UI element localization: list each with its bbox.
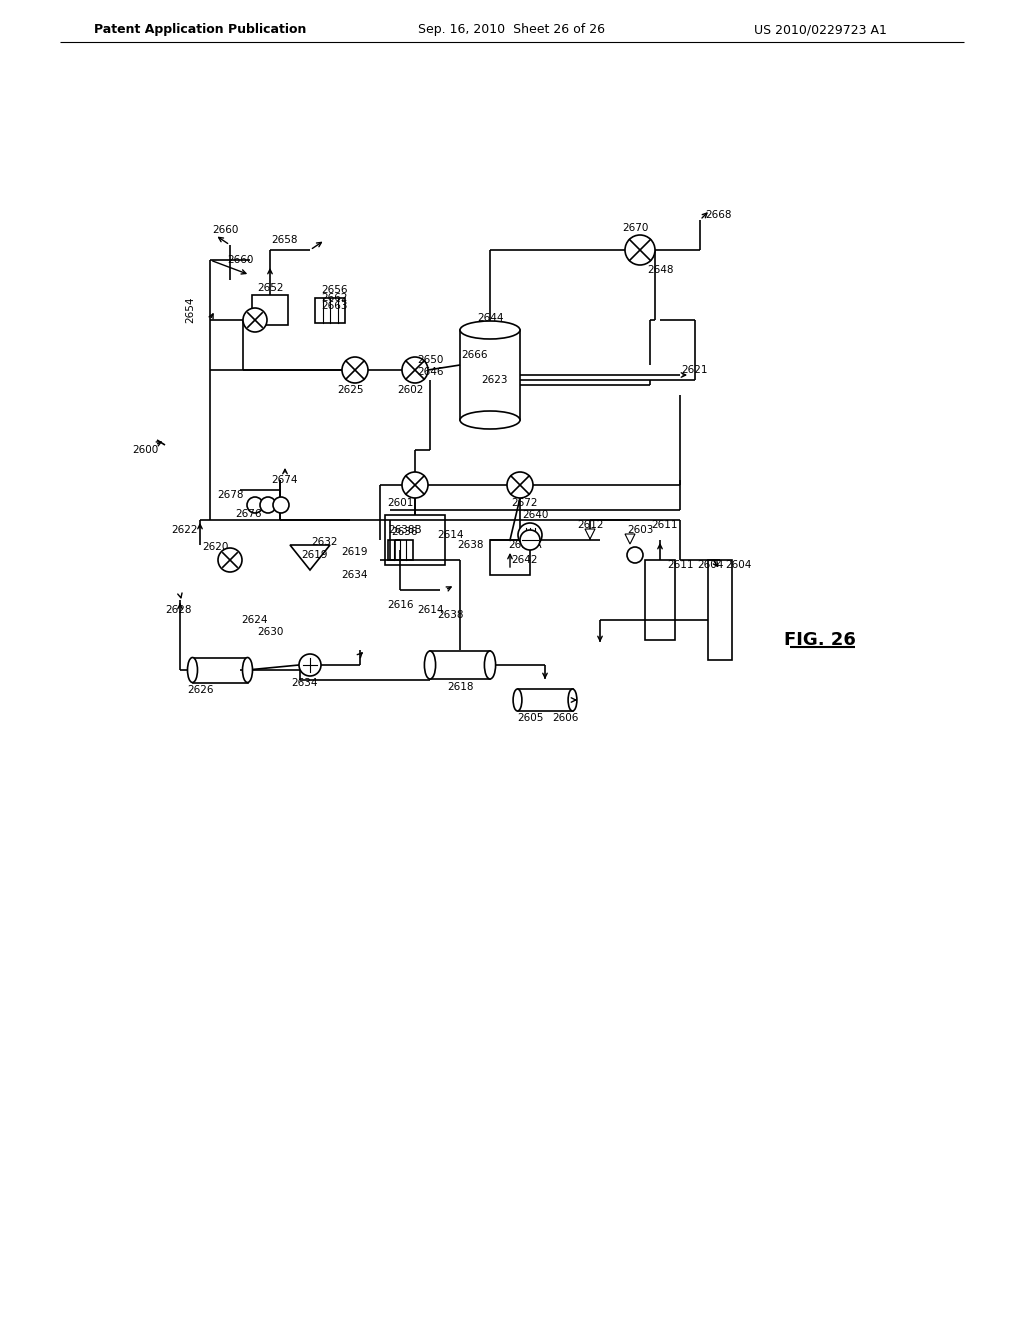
Circle shape [507,473,534,498]
Polygon shape [625,535,635,544]
Ellipse shape [460,411,520,429]
Text: 2668: 2668 [705,210,731,220]
Text: 2614: 2614 [417,605,443,615]
Text: 2642: 2642 [512,554,539,565]
Text: 2611: 2611 [667,560,693,570]
Text: 2646: 2646 [417,367,443,378]
Text: 2623: 2623 [481,375,508,385]
Circle shape [273,498,289,513]
Text: 2602: 2602 [397,385,423,395]
Text: 2619: 2619 [302,550,329,560]
Text: 2630: 2630 [257,627,284,638]
Bar [385,515,445,565]
Text: 2652: 2652 [257,282,284,293]
Bar [460,330,520,420]
Text: 2678: 2678 [217,490,244,500]
Text: Patent Application Publication: Patent Application Publication [94,24,306,37]
Text: 2624: 2624 [242,615,268,624]
Text: 2634: 2634 [342,570,369,579]
Ellipse shape [243,657,253,682]
Circle shape [247,498,263,513]
Bar [430,651,490,678]
Text: 2670: 2670 [622,223,648,234]
Text: 2622: 2622 [172,525,199,535]
Circle shape [299,653,321,676]
Text: 2638A: 2638A [508,540,542,550]
Circle shape [402,356,428,383]
Ellipse shape [460,321,520,339]
Text: 2662: 2662 [322,293,348,304]
Text: 2638B: 2638B [388,525,422,535]
Ellipse shape [424,651,435,678]
Text: 2644: 2644 [477,313,503,323]
Text: 2640: 2640 [522,510,548,520]
Text: 2626: 2626 [186,685,213,696]
Text: 2606: 2606 [552,713,579,723]
Bar [517,689,572,711]
Circle shape [627,546,643,564]
Text: 2658: 2658 [271,235,298,246]
Text: 2614: 2614 [437,531,463,540]
Text: 2648: 2648 [647,265,673,275]
Text: 2625: 2625 [337,385,364,395]
Text: 2621: 2621 [682,366,709,375]
Circle shape [520,531,540,550]
Bar [521,528,539,543]
Bar [193,657,248,682]
Bar [708,560,732,660]
Text: 2636: 2636 [392,527,418,537]
Text: 2654: 2654 [185,297,195,323]
Text: 2650: 2650 [417,355,443,366]
Text: 2604: 2604 [725,560,752,570]
Text: 2632: 2632 [311,537,338,546]
Text: 2611: 2611 [651,520,678,531]
Circle shape [342,356,368,383]
Ellipse shape [187,657,198,682]
Circle shape [260,498,276,513]
Circle shape [402,473,428,498]
Bar [645,560,675,640]
Polygon shape [585,529,595,539]
Text: 2618: 2618 [446,682,473,692]
Text: 2612: 2612 [577,520,603,531]
Circle shape [218,548,242,572]
Ellipse shape [484,651,496,678]
Circle shape [625,235,655,265]
Text: 2619: 2619 [342,546,369,557]
Bar [490,540,530,576]
Bar [315,297,345,322]
Text: 2600: 2600 [132,445,158,455]
Ellipse shape [513,689,522,711]
Text: Sep. 16, 2010  Sheet 26 of 26: Sep. 16, 2010 Sheet 26 of 26 [419,24,605,37]
Circle shape [243,308,267,333]
Text: 2634: 2634 [292,678,318,688]
Text: 2663: 2663 [322,301,348,312]
Bar [387,540,413,560]
Text: 2603: 2603 [627,525,653,535]
Text: 2638: 2638 [457,540,483,550]
Text: US 2010/0229723 A1: US 2010/0229723 A1 [754,24,887,37]
Polygon shape [290,545,330,570]
Text: 2674: 2674 [271,475,298,484]
Text: 2672: 2672 [512,498,539,508]
Bar [252,294,288,325]
Text: 2628: 2628 [165,605,191,615]
Text: 2601: 2601 [387,498,414,508]
Text: FIG. 26: FIG. 26 [784,631,856,649]
Text: 2660: 2660 [212,224,239,235]
Text: 2616: 2616 [387,601,414,610]
Circle shape [518,523,542,546]
Text: 2605: 2605 [517,713,543,723]
Text: 2666: 2666 [462,350,488,360]
Text: 2656: 2656 [322,285,348,294]
Text: 2660: 2660 [226,255,253,265]
Text: 2638: 2638 [437,610,463,620]
Text: 2620: 2620 [202,543,228,552]
Text: 2604: 2604 [696,560,723,570]
Ellipse shape [568,689,577,711]
Text: 2676: 2676 [234,510,261,519]
